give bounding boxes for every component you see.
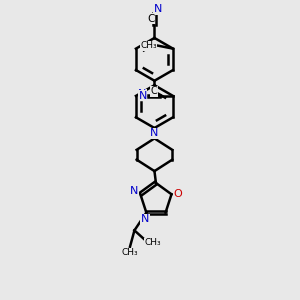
Text: C: C	[150, 86, 157, 96]
Text: N: N	[154, 4, 162, 14]
Text: N: N	[130, 186, 138, 196]
Text: CH₃: CH₃	[145, 238, 161, 247]
Text: CH₃: CH₃	[122, 248, 138, 257]
Text: C: C	[147, 14, 154, 24]
Text: N: N	[139, 91, 147, 101]
Text: N: N	[150, 128, 159, 138]
Text: O: O	[174, 189, 182, 199]
Text: N: N	[138, 89, 147, 99]
Text: N: N	[141, 214, 149, 224]
Text: CH₃: CH₃	[140, 41, 157, 50]
